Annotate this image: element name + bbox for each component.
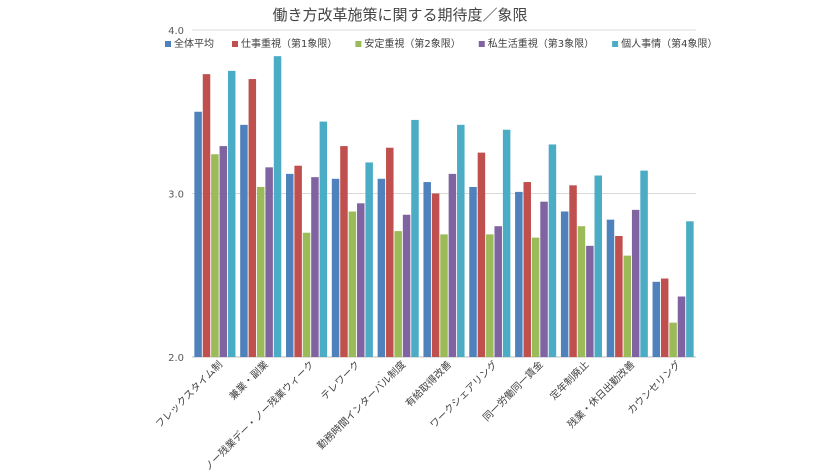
bar [319, 121, 328, 357]
bar [586, 245, 594, 357]
bar [548, 144, 557, 357]
x-tick-label: 有給取得改善 [403, 358, 455, 410]
bar [540, 201, 548, 357]
bar [219, 146, 228, 357]
bar [365, 162, 373, 357]
bar [331, 178, 340, 357]
bar [569, 185, 577, 357]
y-axis-ticks: 4.0 3.0 2.0 [168, 26, 184, 364]
bar [469, 186, 477, 357]
bar [311, 177, 319, 357]
y-tick-label: 3.0 [168, 190, 184, 201]
legend-swatch [165, 41, 171, 47]
bar [631, 209, 640, 357]
bar [448, 173, 457, 357]
x-tick-label: テレワーク [319, 359, 363, 403]
bar [494, 226, 502, 357]
y-tick-label: 4.0 [168, 26, 184, 37]
bar [227, 70, 236, 357]
bar [652, 281, 661, 357]
x-tick-label: 勤務時間インターバル制度 [314, 358, 408, 452]
bar [294, 165, 302, 357]
bar [686, 221, 694, 357]
bar [477, 152, 486, 357]
bar [357, 203, 365, 357]
legend-label: 安定重視（第2象限） [364, 37, 460, 50]
x-tick-label: 兼業・副業 [226, 358, 271, 403]
bar [669, 322, 677, 357]
legend-label: 私生活重視（第3象限） [488, 37, 594, 50]
legend-label: 個人事情（第4象限） [621, 37, 717, 50]
bar [486, 234, 494, 357]
bar [377, 178, 386, 357]
legend-label: 仕事重視（第1象限） [241, 37, 337, 50]
bar [560, 211, 569, 357]
bar [660, 278, 669, 357]
bar [502, 129, 511, 357]
bar [623, 255, 632, 357]
bar [348, 211, 357, 357]
bar [265, 167, 273, 357]
bar [615, 236, 623, 357]
bar [202, 74, 211, 358]
chart-title: 働き方改革施策に関する期待度／象限 [272, 6, 527, 24]
bar [411, 119, 419, 357]
bar [194, 111, 202, 357]
bar [594, 175, 603, 357]
bar [531, 237, 540, 357]
bar [431, 193, 440, 357]
bar [577, 226, 586, 357]
bar [211, 154, 219, 357]
bar [640, 170, 648, 357]
bar [677, 296, 686, 357]
bar [457, 124, 465, 357]
bar [302, 232, 311, 357]
y-tick-label: 2.0 [168, 353, 184, 364]
legend-swatch [478, 41, 485, 47]
legend-label: 全体平均 [174, 37, 214, 50]
legend-swatch [612, 41, 619, 47]
legend-swatch [355, 41, 362, 47]
bars [194, 56, 694, 358]
bar [386, 147, 394, 357]
bar [340, 146, 348, 357]
bar [515, 191, 523, 357]
bar [402, 214, 411, 357]
bar [285, 173, 294, 357]
bar [248, 79, 257, 358]
bar [240, 124, 248, 357]
bar [423, 182, 431, 357]
bar [273, 56, 282, 357]
bar [440, 234, 448, 357]
x-tick-label: 定年制廃止 [547, 358, 592, 403]
legend: 全体平均 仕事重視（第1象限） 安定重視（第2象限） 私生活重視（第3象限） 個人事情（… [165, 37, 718, 50]
x-tick-label: フレックスタイム制 [153, 358, 225, 430]
bar [256, 186, 265, 357]
legend-swatch [232, 41, 238, 47]
bar [394, 231, 402, 357]
bar [606, 219, 615, 357]
bar [523, 182, 531, 357]
